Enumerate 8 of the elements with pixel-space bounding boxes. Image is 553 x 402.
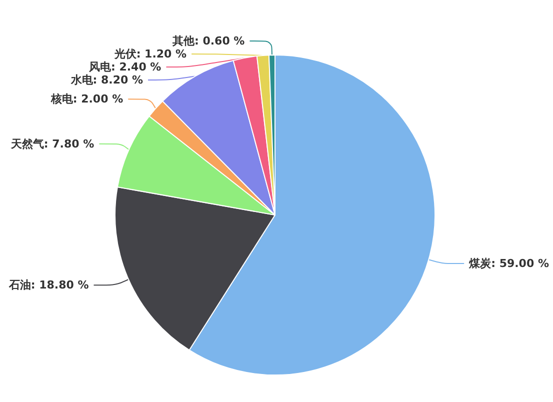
slice-label: 其他: 0.60 % (171, 34, 245, 48)
slice-label: 石油: 18.80 % (8, 278, 89, 292)
slice-label: 水电: 8.20 % (70, 74, 144, 87)
slice-label: 核电: 2.00 % (50, 92, 124, 106)
slice-label: 光伏: 1.20 % (113, 48, 187, 61)
slice-label: 天然气: 7.80 % (10, 137, 94, 150)
slice-label: 风电: 2.40 % (88, 60, 162, 74)
slice-label: 煤炭: 59.00 % (468, 257, 549, 270)
